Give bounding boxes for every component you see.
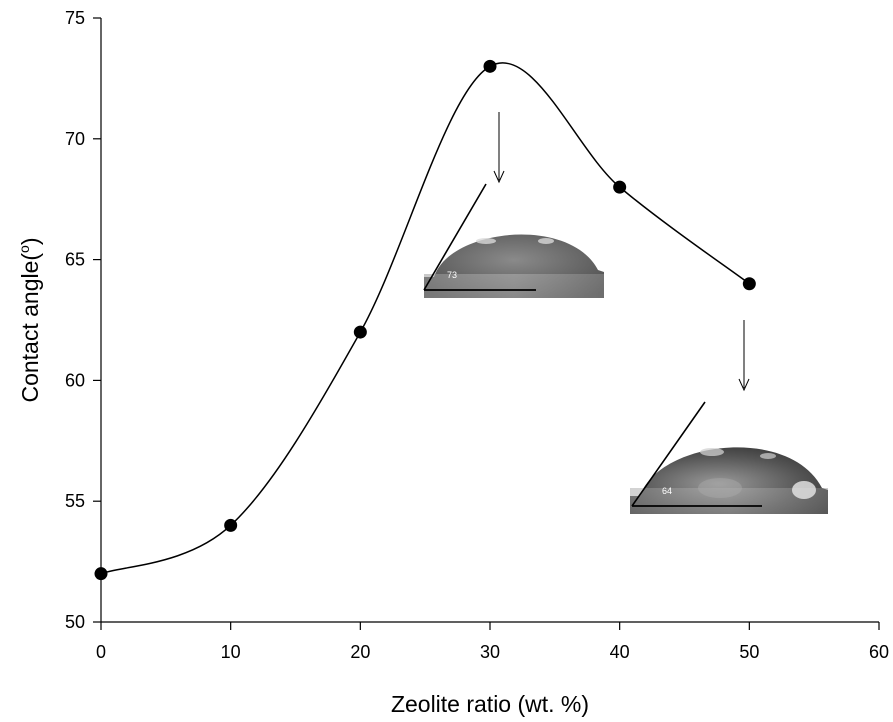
data-point-30 — [483, 59, 497, 73]
y-tick-label: 50 — [65, 612, 85, 632]
x-tick-label: 50 — [739, 642, 759, 662]
y-tick-label: 75 — [65, 8, 85, 28]
x-tick-label: 30 — [480, 642, 500, 662]
y-ticks: 50 55 60 65 70 75 — [65, 8, 101, 632]
y-tick-label: 70 — [65, 129, 85, 149]
data-point-50 — [742, 277, 756, 291]
arrow-to-inset-2 — [738, 320, 750, 392]
x-ticks: 0 10 20 30 40 50 60 — [96, 622, 889, 662]
y-tick-label: 55 — [65, 491, 85, 511]
svg-text:Contact angle(o): Contact angle(o) — [16, 237, 43, 402]
x-tick-label: 40 — [610, 642, 630, 662]
data-point-0 — [94, 567, 108, 581]
x-tick-label: 10 — [221, 642, 241, 662]
droplet-inset-73: 73 — [423, 183, 604, 298]
data-points — [94, 59, 756, 581]
droplet-inset-64: 64 — [630, 401, 828, 514]
y-axis-title-end: ) — [17, 237, 43, 245]
y-axis-title: Contact angle(o) — [16, 237, 43, 402]
y-tick-label: 65 — [65, 250, 85, 270]
inset-angle-label-64: 64 — [662, 486, 672, 496]
arrow-to-inset-1 — [493, 112, 505, 184]
x-tick-label: 20 — [350, 642, 370, 662]
x-tick-label: 0 — [96, 642, 106, 662]
inset-angle-label-73: 73 — [447, 270, 457, 280]
data-point-10 — [224, 518, 238, 532]
data-point-20 — [353, 325, 367, 339]
x-axis-title: Zeolite ratio (wt. %) — [391, 691, 589, 717]
x-tick-label: 60 — [869, 642, 889, 662]
y-axis-title-main: Contact angle( — [17, 253, 43, 403]
y-tick-label: 60 — [65, 370, 85, 390]
data-point-40 — [613, 180, 627, 194]
y-axis-title-superscript: o — [16, 245, 32, 253]
axes — [100, 18, 879, 623]
